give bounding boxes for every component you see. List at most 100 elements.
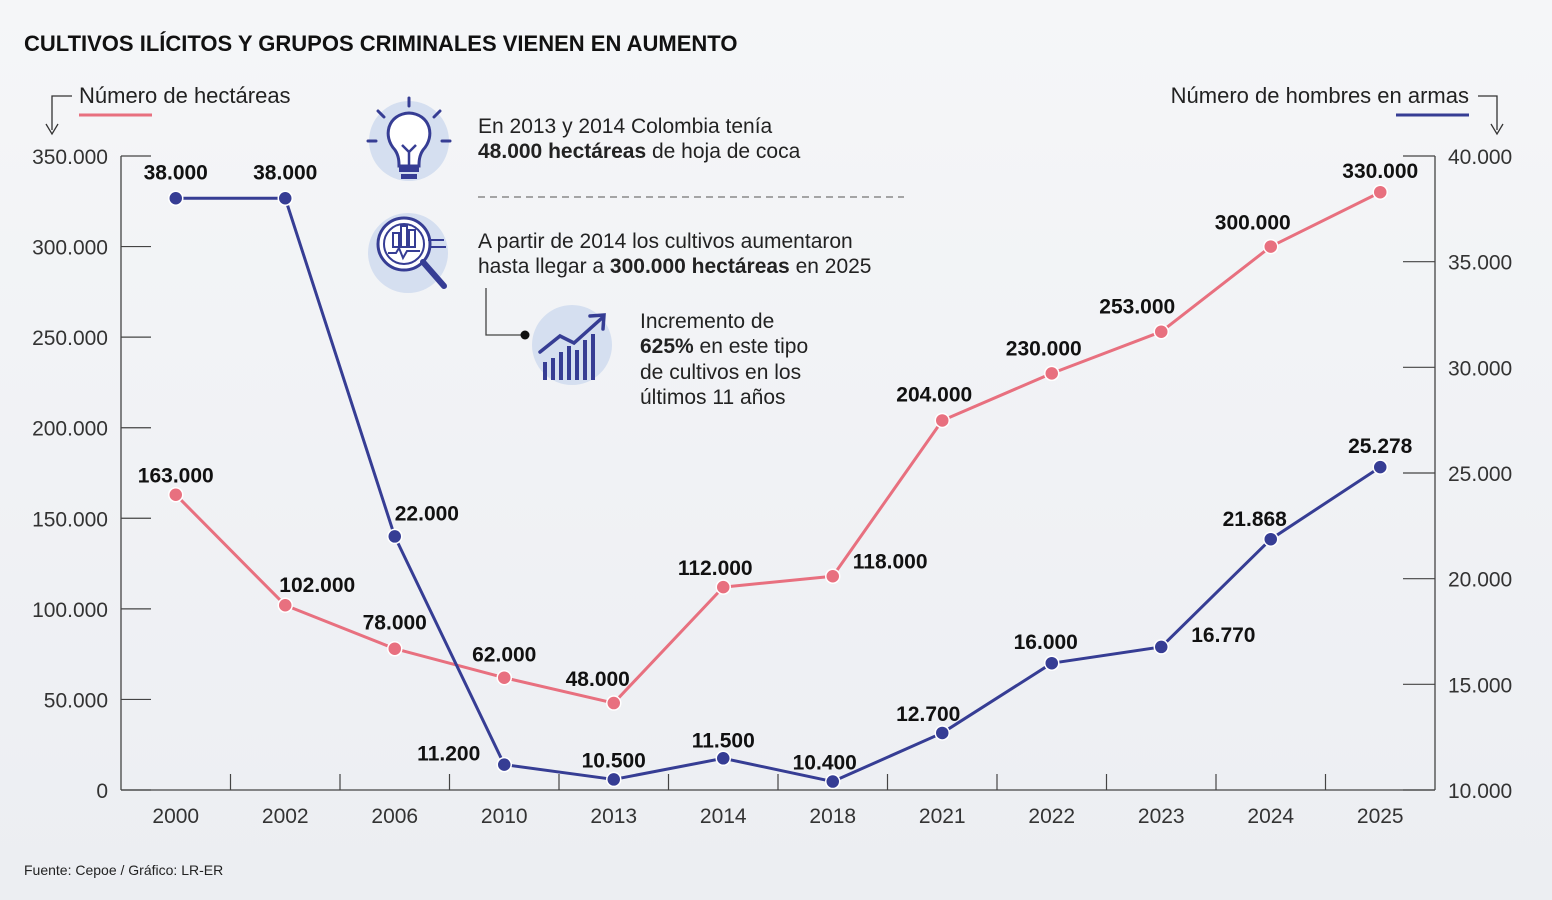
men-line — [175, 196, 1382, 784]
note3-line4: últimos 11 años — [640, 386, 786, 409]
y-tick-left-label: 250.000 — [32, 327, 108, 350]
x-tick-label: 2000 — [152, 805, 199, 828]
note1-line1: En 2013 y 2014 Colombia tenía — [478, 115, 773, 138]
x-tick-label: 2014 — [700, 805, 747, 828]
x-ticks: 2000 2002 2006 2010 2013 2014 2018 2021 2022 2023… — [152, 774, 1404, 828]
y-tick-right-label: 40.000 — [1448, 146, 1512, 169]
men-point — [1263, 531, 1279, 547]
hectares-point — [496, 669, 512, 686]
legend-right-arrowhead — [1490, 123, 1504, 136]
y-tick-right-label: 15.000 — [1448, 674, 1512, 697]
men-point — [496, 756, 512, 773]
hectares-data-label: 230.000 — [1006, 337, 1082, 360]
hectares-point — [825, 568, 841, 585]
note3-line2: 625% en este tipo — [640, 335, 808, 358]
men-point — [1153, 639, 1169, 655]
men-point — [934, 725, 950, 741]
y-tick-right-label: 25.000 — [1448, 463, 1512, 486]
hectares-point — [715, 579, 731, 595]
men-point — [715, 750, 731, 767]
hectares-data-label: 78.000 — [363, 612, 427, 635]
men-data-label: 11.500 — [692, 729, 755, 752]
legend-left-arrow — [51, 95, 72, 130]
hectares-data-label: 253.000 — [1099, 296, 1175, 319]
hectares-point — [277, 597, 293, 613]
men-data-label: 38.000 — [144, 161, 208, 184]
men-point — [606, 771, 622, 788]
men-data-label: 12.700 — [896, 703, 960, 726]
x-tick-label: 2002 — [262, 805, 309, 828]
growth-chart-icon — [532, 305, 612, 385]
hectares-point — [387, 640, 403, 657]
note3-bold: 625% — [640, 335, 694, 358]
legend-right: Número de hombres en armas — [1171, 83, 1504, 136]
men-data-label: 21.868 — [1223, 508, 1288, 531]
note2-post: en 2025 — [790, 255, 872, 278]
hectares-point — [1263, 238, 1279, 255]
men-data-label: 22.000 — [395, 502, 459, 525]
men-data-label: 10.400 — [793, 752, 857, 775]
note2-line1: A partir de 2014 los cultivos aumentaron — [478, 230, 853, 253]
men-data-label: 16.770 — [1191, 624, 1255, 647]
note3-line1: Incremento de — [640, 310, 774, 333]
men-data-label: 38.000 — [253, 161, 317, 184]
men-point — [277, 190, 293, 207]
y-tick-left-label: 200.000 — [32, 418, 108, 441]
magnifier-chart-icon — [368, 213, 448, 293]
hectares-point — [1153, 323, 1169, 340]
series-men — [168, 190, 1388, 790]
x-tick-label: 2018 — [809, 805, 856, 828]
x-tick-label: 2013 — [590, 805, 637, 828]
men-point — [387, 528, 403, 545]
y-tick-right-label: 30.000 — [1448, 357, 1512, 380]
x-tick-label: 2010 — [481, 805, 528, 828]
men-point — [825, 773, 841, 790]
chart-title: CULTIVOS ILÍCITOS Y GRUPOS CRIMINALES VI… — [24, 31, 737, 56]
hectares-point — [606, 695, 622, 711]
note1-line2: 48.000 hectáreas de hoja de coca — [478, 140, 801, 163]
lightbulb-icon — [366, 96, 452, 181]
connector-dot — [520, 330, 530, 340]
y-tick-left-label: 150.000 — [32, 508, 108, 531]
note2-bold: 300.000 hectáreas — [610, 255, 790, 278]
men-data-label: 16.000 — [1014, 631, 1078, 654]
note1-bold: 48.000 hectáreas — [478, 140, 646, 163]
y-tick-left-label: 50.000 — [44, 689, 108, 712]
x-tick-label: 2006 — [371, 805, 418, 828]
hectares-data-label: 204.000 — [896, 383, 972, 406]
series-hectares — [168, 184, 1388, 711]
note2-line2: hasta llegar a 300.000 hectáreas en 2025 — [478, 255, 871, 278]
y-tick-right-label: 35.000 — [1448, 252, 1512, 275]
hectares-data-label: 48.000 — [566, 668, 630, 691]
hectares-data-label: 300.000 — [1215, 212, 1291, 235]
note3-line3: de cultivos en los — [640, 361, 801, 384]
x-tick-label: 2021 — [919, 805, 966, 828]
x-tick-label: 2023 — [1138, 805, 1185, 828]
y-tick-left-label: 0 — [96, 780, 108, 803]
y-ticks-right: 10.000 15.000 20.000 25.000 30.000 35.000 40.0… — [1403, 146, 1512, 803]
legend-left-arrowhead — [45, 123, 59, 136]
men-point — [168, 190, 184, 207]
legend-right-label: Número de hombres en armas — [1171, 83, 1469, 108]
hectares-data-label: 330.000 — [1342, 160, 1418, 183]
hectares-data-label: 102.000 — [279, 574, 355, 597]
x-tick-label: 2025 — [1357, 805, 1404, 828]
y-tick-left-label: 300.000 — [32, 237, 108, 260]
y-tick-left-label: 350.000 — [32, 146, 108, 169]
hectares-point — [934, 412, 950, 429]
hectares-data-label: 118.000 — [853, 550, 928, 573]
connector-line — [485, 288, 525, 336]
legend-left: Número de hectáreas — [45, 83, 291, 136]
note3-rest: en este tipo — [694, 335, 808, 358]
data-labels: 163.000 102.000 78.000 62.000 48.000 112.000 1… — [138, 160, 1418, 774]
men-point — [1372, 459, 1388, 475]
y-tick-right-label: 10.000 — [1448, 780, 1512, 803]
hectares-data-label: 163.000 — [138, 465, 214, 488]
hectares-data-label: 112.000 — [678, 557, 753, 580]
hectares-line — [174, 190, 1381, 705]
y-ticks-left: 0 50.000 100.000 150.000 200.000 250.000 300.0… — [32, 146, 151, 803]
hectares-point — [168, 486, 184, 503]
men-data-label: 25.278 — [1348, 435, 1413, 458]
hectares-point — [1044, 365, 1060, 382]
